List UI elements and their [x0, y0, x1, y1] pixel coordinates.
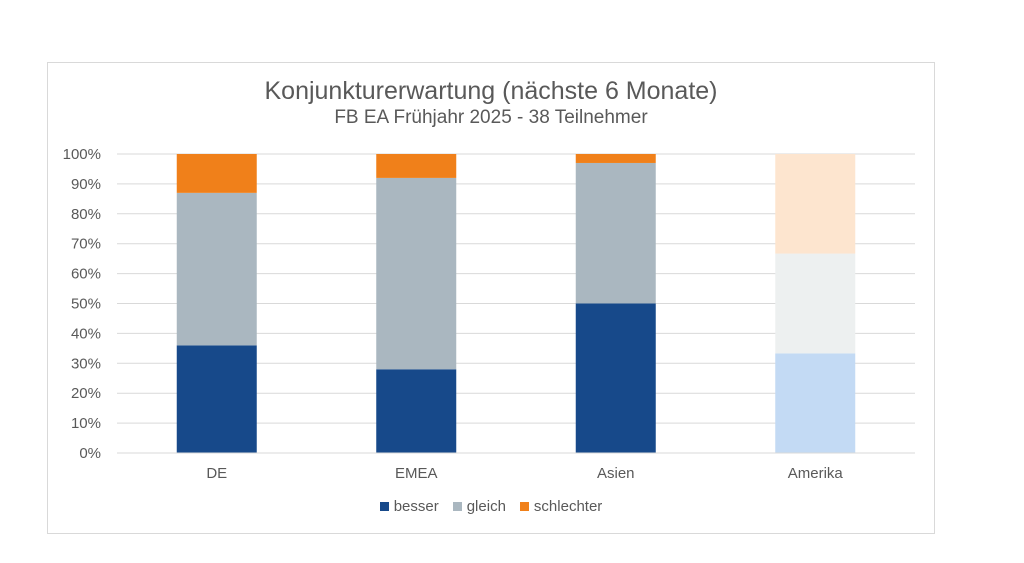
y-tick-label: 50% [71, 296, 101, 313]
x-category-label: Amerika [788, 465, 844, 482]
y-tick-label: 20% [71, 385, 101, 402]
bar-besser-asien [575, 303, 656, 453]
y-tick-label: 40% [71, 325, 101, 342]
bar-schlechter-asien [575, 154, 656, 163]
bar-schlechter-emea [376, 154, 457, 178]
legend-item-gleich: gleich [452, 498, 506, 515]
bar-gleich-amerika [775, 253, 856, 354]
y-tick-label: 70% [71, 236, 101, 253]
y-tick-label: 0% [79, 445, 101, 462]
chart-legend: besser gleich schlechter [47, 498, 935, 515]
bar-gleich-de [176, 192, 257, 346]
y-tick-label: 80% [71, 206, 101, 223]
legend-swatch [519, 502, 529, 511]
y-tick-label: 30% [71, 355, 101, 372]
legend-item-schlechter: schlechter [519, 498, 603, 515]
legend-label: schlechter [533, 498, 603, 515]
y-tick-label: 90% [71, 176, 101, 193]
chart-subtitle: FB EA Frühjahr 2025 - 38 Teilnehmer [334, 107, 648, 128]
bar-gleich-emea [376, 177, 457, 370]
bar-schlechter-amerika [775, 154, 856, 254]
x-category-label: Asien [597, 465, 635, 482]
bar-besser-amerika [775, 353, 856, 453]
chart-title: Konjunkturerwartung (nächste 6 Monate) [264, 77, 718, 105]
x-category-label: DE [206, 465, 227, 482]
bar-besser-emea [376, 369, 457, 453]
bar-besser-de [176, 345, 257, 453]
legend-label: gleich [466, 498, 506, 515]
x-category-label: EMEA [395, 465, 438, 482]
y-tick-label: 60% [71, 266, 101, 283]
bar-schlechter-de [176, 154, 257, 193]
legend-swatch [452, 502, 462, 511]
y-tick-label: 100% [63, 146, 101, 163]
y-tick-label: 10% [71, 415, 101, 432]
legend-item-besser: besser [379, 498, 439, 515]
legend-label: besser [393, 498, 439, 515]
legend-swatch [379, 502, 389, 511]
bar-gleich-asien [575, 162, 656, 304]
